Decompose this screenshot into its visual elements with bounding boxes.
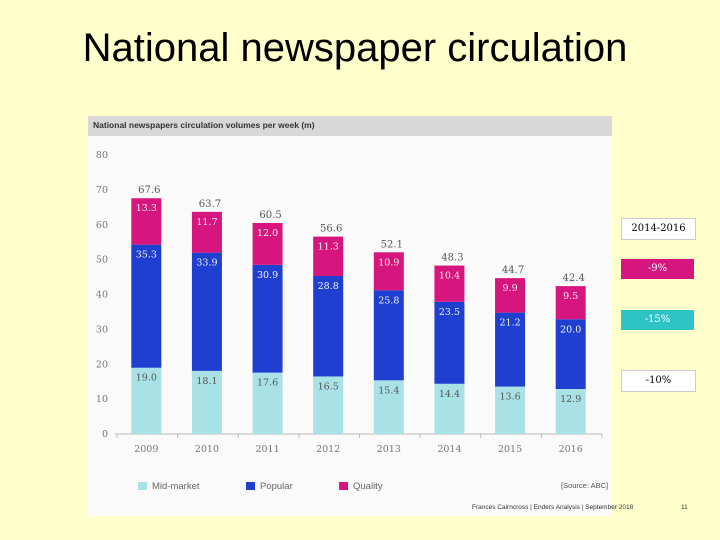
total-label: 67.6 [138, 185, 160, 196]
data-label-quality: 10.9 [378, 257, 399, 268]
data-label-mid-market: 13.6 [499, 392, 520, 403]
data-label-popular: 25.8 [378, 295, 399, 306]
x-tick-label: 2011 [255, 444, 279, 455]
data-label-quality: 11.3 [318, 242, 339, 253]
bar-segment-quality [252, 223, 283, 265]
bar-segment-mid-market [555, 389, 586, 434]
y-tick-label: 50 [96, 255, 108, 266]
data-label-popular: 33.9 [196, 258, 217, 269]
x-tick-label: 2010 [195, 444, 219, 455]
data-label-mid-market: 19.0 [136, 373, 157, 384]
total-label: 56.6 [320, 224, 342, 235]
y-tick-label: 30 [96, 324, 108, 335]
x-tick-label: 2009 [134, 444, 158, 455]
bar-segment-popular [555, 319, 586, 390]
bar-segment-mid-market [373, 380, 404, 434]
stacked-bar-chart: 0 10 20 30 40 50 60 70 80 19.0 35.3 13.3 67.6 2009 18.… [96, 150, 603, 455]
bar-segment-popular [495, 312, 526, 387]
bar-segment-popular [252, 264, 283, 373]
data-label-popular: 28.8 [318, 281, 339, 292]
data-label-quality: 12.0 [257, 228, 278, 239]
x-tick-label: 2015 [498, 444, 522, 455]
legend-label-mid-market: Mid-market [152, 481, 200, 492]
data-label-mid-market: 17.6 [257, 378, 278, 389]
data-label-popular: 23.5 [439, 307, 460, 318]
legend-swatch-popular [246, 482, 255, 490]
bar-segment-mid-market [131, 367, 162, 434]
data-label-quality: 10.4 [439, 271, 460, 282]
y-tick-label: 40 [96, 290, 108, 301]
data-label-quality: 9.5 [563, 291, 578, 302]
legend-item-mid-market: Mid-market [138, 481, 200, 492]
data-label-quality: 13.3 [136, 203, 157, 214]
slide-footer: Frances Cairncross | Enders Analysis | S… [472, 504, 634, 511]
bar-segment-mid-market [191, 370, 222, 434]
bar-segment-quality [373, 252, 404, 291]
slide-title: National newspaper circulation [82, 26, 628, 70]
data-label-popular: 20.0 [560, 324, 581, 335]
total-label: 48.3 [441, 253, 463, 264]
total-label: 42.4 [563, 273, 585, 284]
data-label-mid-market: 15.4 [378, 385, 399, 396]
popular-change-badge: -15% [621, 310, 694, 330]
bar-segment-popular [434, 301, 465, 384]
y-tick-label: 20 [96, 359, 108, 370]
total-label: 52.1 [381, 239, 403, 250]
data-label-popular: 35.3 [136, 250, 157, 261]
x-tick-label: 2014 [437, 444, 461, 455]
bar-segment-popular [313, 276, 344, 377]
period-label: 2014-2016 [621, 218, 696, 240]
y-tick-label: 70 [96, 185, 108, 196]
bar-segment-mid-market [495, 386, 526, 434]
y-tick-label: 0 [102, 429, 108, 440]
x-tick-label: 2013 [377, 444, 401, 455]
page-number: 11 [681, 504, 688, 511]
bar-segment-quality [313, 236, 344, 277]
quality-change-badge: -9% [621, 259, 694, 279]
y-tick-label: 10 [96, 394, 108, 405]
bar-segment-popular [191, 252, 222, 371]
x-tick-label: 2012 [316, 444, 340, 455]
bar-segment-quality [131, 198, 162, 245]
data-label-quality: 11.7 [196, 217, 217, 228]
source-note: [Source: ABC] [561, 481, 609, 490]
bar-segment-mid-market [434, 383, 465, 434]
legend-swatch-mid-market [138, 482, 147, 490]
x-tick-label: 2016 [559, 444, 583, 455]
y-tick-label: 60 [96, 220, 108, 231]
data-label-mid-market: 18.1 [196, 376, 217, 387]
chart-title: National newspapers circulation volumes … [93, 120, 315, 130]
data-label-popular: 21.2 [499, 318, 520, 329]
data-label-mid-market: 16.5 [318, 381, 339, 392]
legend-item-popular: Popular [246, 481, 293, 492]
midmarket-change-badge: -10% [621, 370, 696, 392]
bar-segment-mid-market [252, 372, 283, 434]
legend-label-popular: Popular [260, 481, 293, 492]
chart-header: National newspapers circulation volumes … [88, 116, 612, 136]
legend-swatch-quality [339, 482, 348, 490]
y-tick-label: 80 [96, 150, 108, 161]
bar-segment-popular [131, 244, 162, 368]
total-label: 63.7 [199, 199, 221, 210]
data-label-popular: 30.9 [257, 270, 278, 281]
bar-segment-popular [373, 290, 404, 381]
bar-segment-quality [555, 286, 586, 320]
total-label: 60.5 [259, 210, 281, 221]
bar-segment-quality [495, 278, 526, 313]
data-label-quality: 9.9 [503, 283, 518, 294]
legend-label-quality: Quality [353, 481, 383, 492]
legend-item-quality: Quality [339, 481, 383, 492]
bar-segment-quality [434, 265, 465, 302]
data-label-mid-market: 14.4 [439, 389, 460, 400]
bar-segment-mid-market [313, 376, 344, 434]
bar-segment-quality [191, 211, 222, 253]
data-label-mid-market: 12.9 [560, 394, 581, 405]
total-label: 44.7 [502, 265, 524, 276]
